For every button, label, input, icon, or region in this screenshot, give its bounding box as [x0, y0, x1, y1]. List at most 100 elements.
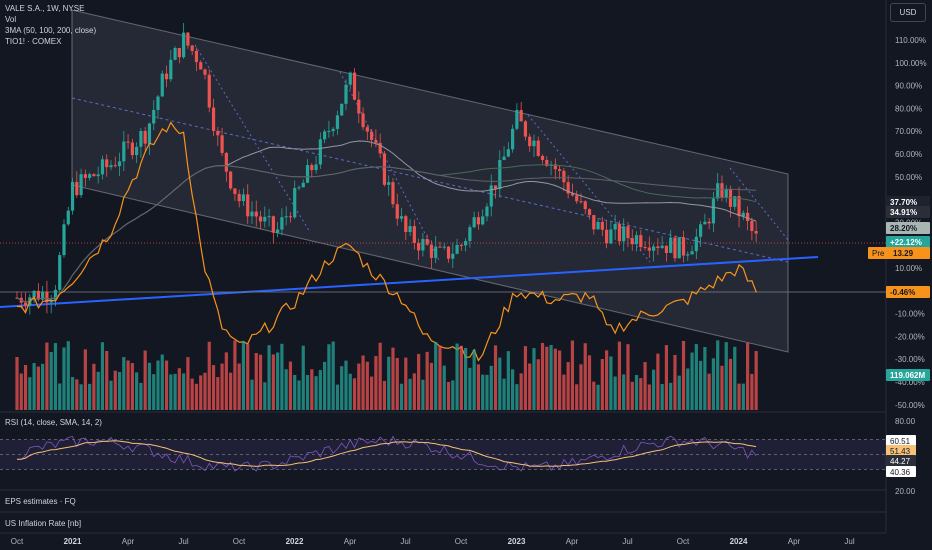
y-tick-label: 110.00% [895, 36, 926, 45]
volume-bar [750, 373, 754, 410]
volume-bar [669, 382, 673, 410]
dotted-trendline [527, 114, 651, 263]
volume-bar [532, 348, 536, 410]
volume-bar [79, 384, 83, 410]
candle-body [169, 59, 173, 80]
volume-bar [267, 345, 271, 410]
rsi-legend[interactable]: RSI (14, close, SMA, 14, 2) [5, 418, 102, 427]
volume-bar [365, 361, 369, 410]
volume-bar [378, 342, 382, 410]
candle-body [147, 123, 152, 144]
moving-average-legend[interactable]: 3MA (50, 100, 200, close) [5, 26, 97, 35]
rsi-value-label: 44.27 [890, 457, 911, 466]
volume-bar [293, 374, 297, 410]
volume-bar [169, 374, 173, 410]
volume-bar [152, 374, 156, 410]
candle-body [352, 72, 357, 100]
volume-bar [344, 360, 348, 410]
x-tick-label: Jul [400, 537, 410, 546]
y-tick-label: 50.00% [895, 173, 922, 182]
candle-body [66, 210, 70, 225]
volume-bar [211, 365, 216, 410]
x-tick-label: Oct [11, 537, 24, 546]
premarket-label: Pre [872, 249, 885, 258]
volume-bar [357, 363, 361, 410]
comparison-legend[interactable]: TIO1! · COMEX [5, 37, 62, 46]
volume-bar [464, 347, 468, 410]
candle-body [643, 247, 647, 249]
last-value-label: +22.12% [890, 238, 922, 247]
candle-body [451, 253, 455, 259]
volume-legend[interactable]: Vol [5, 15, 17, 24]
volume-bar [100, 342, 105, 410]
candle-body [707, 221, 711, 224]
volume-bar [600, 359, 604, 410]
volume-bar [609, 356, 613, 410]
volume-bar [429, 362, 434, 410]
rsi-tick-label: 20.00 [895, 487, 916, 496]
candle-body [446, 246, 451, 259]
volume-bar [15, 356, 19, 410]
candle-body [126, 141, 130, 143]
volume-bar [421, 379, 425, 410]
rsi-value-badge [886, 435, 916, 446]
inflation-legend[interactable]: US Inflation Rate [nb] [5, 519, 82, 528]
y-tick-label: -20.00% [895, 332, 925, 341]
candle-body [724, 189, 728, 199]
y-tick-label: 80.00% [895, 104, 922, 113]
volume-bar [690, 352, 694, 410]
volume-bar [425, 351, 429, 410]
candle-body [49, 299, 53, 303]
candle-body [301, 182, 305, 188]
candle-body [412, 226, 416, 243]
candle-body [737, 196, 741, 217]
candle-body [229, 171, 233, 189]
candle-body [190, 45, 194, 51]
candle-body [276, 229, 280, 233]
candle-body [280, 217, 284, 230]
candle-body [459, 245, 463, 247]
candle-body [88, 174, 92, 178]
volume-bar [314, 376, 318, 410]
x-tick-label: Jul [622, 537, 632, 546]
candle-body [331, 128, 335, 132]
volume-bar [288, 361, 293, 410]
volume-bar [553, 348, 557, 410]
candle-body [429, 244, 434, 258]
volume-bar [570, 340, 575, 410]
volume-bar [135, 372, 139, 410]
currency-button[interactable]: USD [890, 3, 926, 22]
candle-body [699, 224, 703, 237]
volume-bar [323, 361, 327, 410]
candle-body [220, 135, 224, 153]
candle-body [267, 216, 271, 218]
volume-bar [139, 382, 143, 410]
candle-body [498, 159, 502, 189]
candle-body [250, 211, 254, 217]
candle-body [506, 149, 510, 157]
candle-body [361, 113, 365, 128]
volume-bar [331, 341, 335, 410]
volume-bar [216, 377, 220, 410]
volume-bar [53, 343, 58, 410]
volume-bar [182, 373, 186, 410]
volume-bar [652, 369, 656, 410]
symbol-title[interactable]: VALE S.A., 1W, NYSE [5, 4, 85, 13]
last-value-label: 119.062M [890, 371, 925, 380]
dotted-trendline [339, 71, 441, 263]
candle-body [105, 159, 109, 168]
candle-body [519, 110, 523, 122]
moving-average-200 [16, 164, 757, 303]
x-tick-label: Oct [233, 537, 246, 546]
candle-body [395, 204, 399, 219]
volume-bar [613, 376, 617, 410]
candle-body [340, 103, 344, 116]
candle-body [62, 224, 66, 256]
x-tick-label: 2023 [508, 537, 526, 546]
eps-legend[interactable]: EPS estimates · FQ [5, 497, 76, 506]
candle-body [421, 238, 425, 251]
candle-body [417, 242, 421, 251]
volume-bar [186, 357, 190, 410]
volume-bar [122, 357, 126, 410]
